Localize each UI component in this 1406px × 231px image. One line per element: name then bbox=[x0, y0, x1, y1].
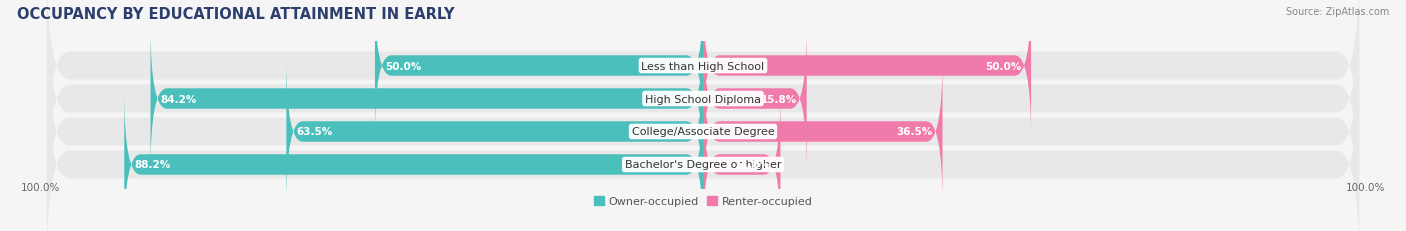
Text: 84.2%: 84.2% bbox=[160, 94, 197, 104]
FancyBboxPatch shape bbox=[703, 0, 1031, 138]
Text: 11.8%: 11.8% bbox=[734, 160, 770, 170]
Text: 50.0%: 50.0% bbox=[986, 61, 1021, 71]
Text: High School Diploma: High School Diploma bbox=[645, 94, 761, 104]
Text: 36.5%: 36.5% bbox=[897, 127, 932, 137]
Text: OCCUPANCY BY EDUCATIONAL ATTAINMENT IN EARLY: OCCUPANCY BY EDUCATIONAL ATTAINMENT IN E… bbox=[17, 7, 454, 22]
Text: 63.5%: 63.5% bbox=[297, 127, 332, 137]
Text: 15.8%: 15.8% bbox=[761, 94, 797, 104]
Text: 100.0%: 100.0% bbox=[1346, 182, 1385, 192]
Legend: Owner-occupied, Renter-occupied: Owner-occupied, Renter-occupied bbox=[589, 191, 817, 210]
Text: 100.0%: 100.0% bbox=[21, 182, 60, 192]
FancyBboxPatch shape bbox=[287, 60, 703, 204]
FancyBboxPatch shape bbox=[703, 60, 942, 204]
FancyBboxPatch shape bbox=[46, 31, 1360, 231]
FancyBboxPatch shape bbox=[46, 0, 1360, 200]
FancyBboxPatch shape bbox=[375, 0, 703, 138]
FancyBboxPatch shape bbox=[46, 0, 1360, 167]
FancyBboxPatch shape bbox=[124, 93, 703, 231]
Text: Less than High School: Less than High School bbox=[641, 61, 765, 71]
Text: 50.0%: 50.0% bbox=[385, 61, 420, 71]
FancyBboxPatch shape bbox=[703, 93, 780, 231]
FancyBboxPatch shape bbox=[703, 27, 807, 171]
Text: Source: ZipAtlas.com: Source: ZipAtlas.com bbox=[1285, 7, 1389, 17]
FancyBboxPatch shape bbox=[46, 64, 1360, 231]
Text: 88.2%: 88.2% bbox=[134, 160, 170, 170]
FancyBboxPatch shape bbox=[150, 27, 703, 171]
Text: Bachelor's Degree or higher: Bachelor's Degree or higher bbox=[624, 160, 782, 170]
Text: College/Associate Degree: College/Associate Degree bbox=[631, 127, 775, 137]
